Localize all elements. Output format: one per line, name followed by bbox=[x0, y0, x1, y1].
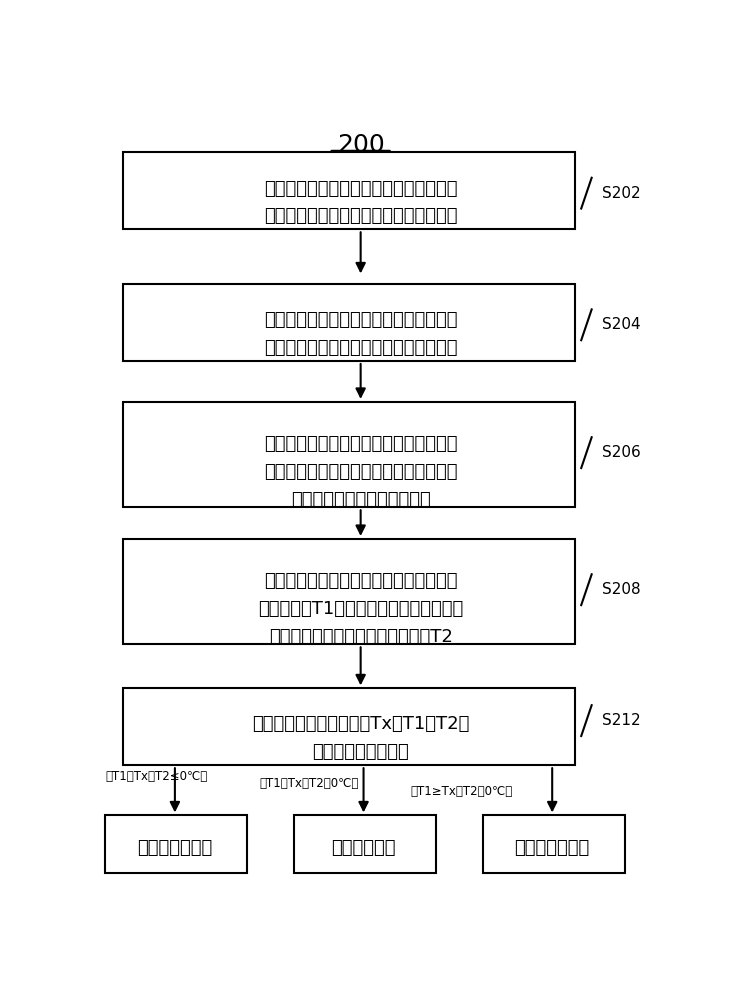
FancyBboxPatch shape bbox=[123, 152, 575, 229]
FancyBboxPatch shape bbox=[105, 815, 247, 873]
Text: 进行分析得到实际的最热区域和最冷区域: 进行分析得到实际的最热区域和最冷区域 bbox=[264, 339, 458, 357]
FancyBboxPatch shape bbox=[123, 688, 575, 765]
Text: 进行分析得到理论的最热区域和最冷区域: 进行分析得到理论的最热区域和最冷区域 bbox=[264, 207, 458, 225]
Text: 以控制器内预存储的温度Tx与T1、T2比: 以控制器内预存储的温度Tx与T1、T2比 bbox=[252, 715, 470, 733]
Text: 通过冰风洞试验对进气道唇口的实际模型: 通过冰风洞试验对进气道唇口的实际模型 bbox=[264, 311, 458, 329]
FancyBboxPatch shape bbox=[123, 284, 575, 361]
Text: 一温度传感器设置在最热区域上，将第二: 一温度传感器设置在最热区域上，将第二 bbox=[264, 463, 458, 481]
FancyBboxPatch shape bbox=[482, 815, 625, 873]
Text: 200: 200 bbox=[337, 133, 384, 157]
FancyBboxPatch shape bbox=[123, 539, 575, 644]
Text: 增加热气的流量: 增加热气的流量 bbox=[137, 839, 213, 857]
Text: S208: S208 bbox=[601, 582, 640, 597]
Text: 以第一温度传感器感应进气道唇口的最热: 以第一温度传感器感应进气道唇口的最热 bbox=[264, 572, 458, 590]
Text: S204: S204 bbox=[601, 317, 640, 332]
Text: 热气流量不变: 热气流量不变 bbox=[331, 839, 395, 857]
Text: 当T1＜Tx且T2≤0℃时: 当T1＜Tx且T2≤0℃时 bbox=[105, 770, 207, 783]
Text: 当T1≥Tx且T2＞0℃时: 当T1≥Tx且T2＞0℃时 bbox=[410, 785, 512, 798]
Text: 将引气管通到进气道唇口的腔体内，将第: 将引气管通到进气道唇口的腔体内，将第 bbox=[264, 435, 458, 453]
Text: S206: S206 bbox=[601, 445, 640, 460]
Text: 感应进气道唇口的最冷区域的温度T2: 感应进气道唇口的最冷区域的温度T2 bbox=[269, 628, 452, 646]
Text: 温度传感器设置在最冷区域上: 温度传感器设置在最冷区域上 bbox=[291, 491, 431, 509]
Text: S202: S202 bbox=[601, 186, 640, 201]
Text: S212: S212 bbox=[601, 713, 640, 728]
Text: 减少热气的流量: 减少热气的流量 bbox=[515, 839, 589, 857]
FancyBboxPatch shape bbox=[294, 815, 436, 873]
Text: 较以调节热气的流量: 较以调节热气的流量 bbox=[312, 743, 409, 761]
Text: 当T1＜Tx且T2＞0℃时: 当T1＜Tx且T2＞0℃时 bbox=[259, 777, 359, 790]
Text: 区域的温度T1，同时，以第二温度传感器: 区域的温度T1，同时，以第二温度传感器 bbox=[258, 600, 464, 618]
FancyBboxPatch shape bbox=[123, 402, 575, 507]
Text: 通过热分析程序对进气道唇口的理论模型: 通过热分析程序对进气道唇口的理论模型 bbox=[264, 180, 458, 198]
